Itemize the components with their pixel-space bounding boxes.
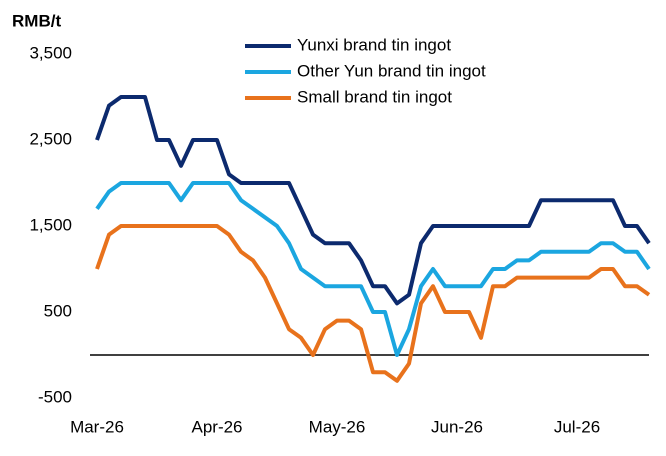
legend-label: Small brand tin ingot [297,87,452,106]
x-tick-label: Apr-26 [191,417,242,436]
x-tick-label: Mar-26 [70,417,124,436]
x-tick-label: May-26 [309,417,366,436]
x-tick-label: Jul-26 [554,417,600,436]
series-line [95,95,651,306]
legend-label: Yunxi brand tin ingot [297,35,451,54]
y-tick-label: 3,500 [29,43,72,62]
series-line [95,181,651,357]
y-axis-label: RMB/t [12,11,61,30]
y-tick-label: 2,500 [29,129,72,148]
y-tick-label: -500 [38,387,72,406]
legend-label: Other Yun brand tin ingot [297,61,486,80]
series-line [95,224,651,383]
y-tick-label: 1,500 [29,215,72,234]
y-tick-label: 500 [44,301,72,320]
x-tick-label: Jun-26 [431,417,483,436]
